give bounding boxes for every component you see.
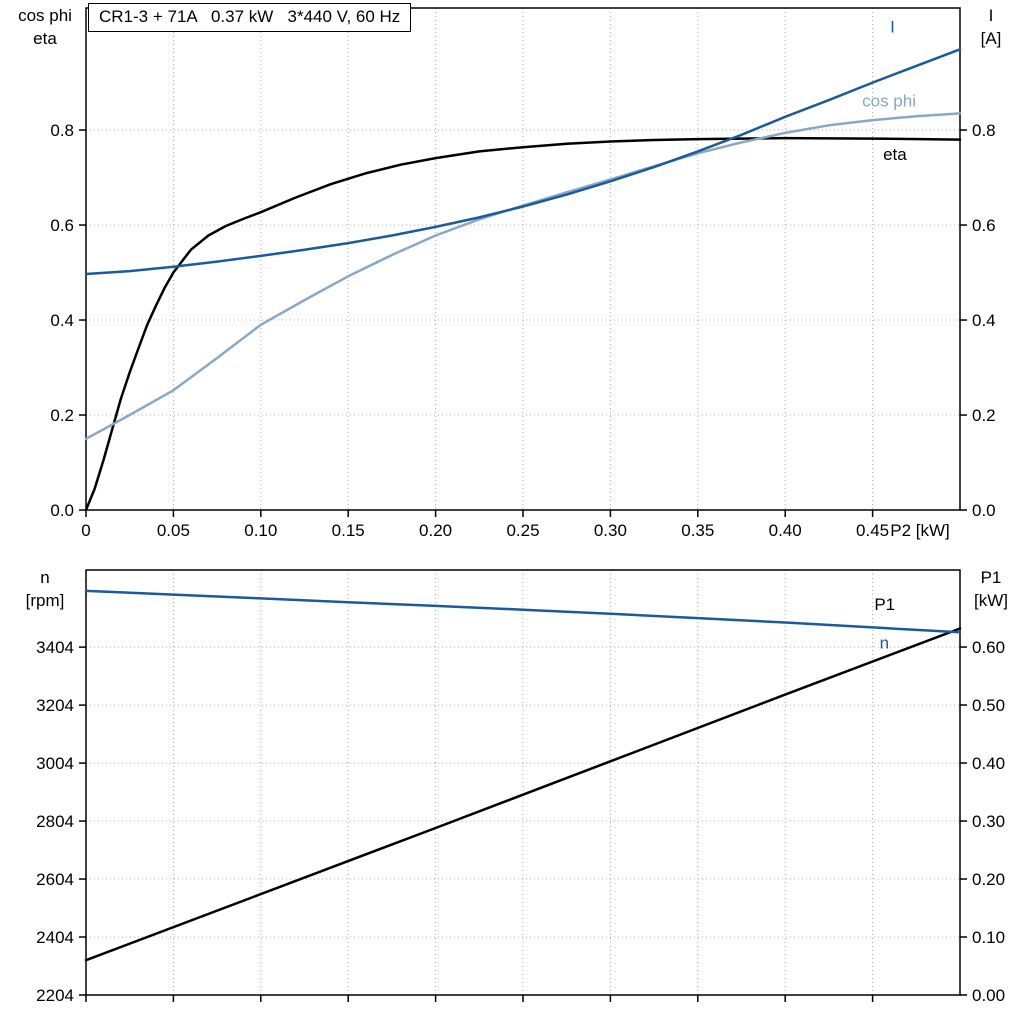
x-axis-tick-label: 0.05	[157, 521, 190, 540]
x-axis-tick-label: 0.35	[681, 521, 714, 540]
right-axis-tick-label: 0.4	[972, 311, 996, 330]
x-axis-tick-label: 0.25	[506, 521, 539, 540]
left-axis-tick-label: 3004	[36, 754, 74, 773]
left-axis-tick-label: 2404	[36, 928, 74, 947]
left-axis-tick-label: 3204	[36, 696, 74, 715]
left-axis-tick-label: 3404	[36, 638, 74, 657]
series-curve-n	[84, 589, 962, 634]
series-label-cos-phi: cos phi	[862, 91, 916, 110]
series-curve-eta	[84, 136, 962, 512]
right-axis-tick-label: 0.00	[972, 986, 1005, 1005]
right-axis-tick-label: 0.0	[972, 501, 996, 520]
series-curve-P1	[84, 627, 962, 962]
series-curve-I	[84, 48, 962, 276]
left-axis-tick-label: 0.6	[50, 216, 74, 235]
series-label-I: I	[890, 18, 895, 37]
series-label-n: n	[880, 633, 889, 652]
right-axis-tick-label: 0.40	[972, 754, 1005, 773]
right-axis-title: [A]	[981, 29, 1002, 48]
right-axis-title: [kW]	[974, 591, 1008, 610]
right-axis-title: P1	[981, 568, 1002, 587]
x-axis-tick-label: 0.15	[332, 521, 365, 540]
left-axis-tick-label: 0.8	[50, 121, 74, 140]
left-axis-title: n	[40, 568, 49, 587]
x-axis-tick-label: 0.30	[594, 521, 627, 540]
right-axis-tick-label: 0.6	[972, 216, 996, 235]
left-axis-title: [rpm]	[26, 591, 65, 610]
x-axis-tick-label: 0.40	[769, 521, 802, 540]
left-axis-title: cos phi	[18, 6, 72, 25]
right-axis-tick-label: 0.30	[972, 812, 1005, 831]
right-axis-tick-label: 0.2	[972, 406, 996, 425]
x-axis-tick-label: 0.45	[856, 521, 889, 540]
left-axis-tick-label: 2204	[36, 986, 74, 1005]
left-axis-tick-label: 0.4	[50, 311, 74, 330]
series-label-P1: P1	[874, 595, 895, 614]
chart-panel-top: 0.0 0.2 0.4 0.6 0.8 0.0 0.2 0.4 0.6 0.8 0 0.05 0.10 0…	[18, 6, 1001, 540]
chart-panel-bottom: 2204 2404 2604 2804 3004 3204 3404 0.00 0.10 0.20…	[26, 568, 1008, 1005]
series-label-eta: eta	[883, 145, 907, 164]
right-axis-tick-label: 0.60	[972, 638, 1005, 657]
right-axis-tick-label: 0.8	[972, 121, 996, 140]
right-axis-tick-label: 0.20	[972, 870, 1005, 889]
left-axis-tick-label: 0.0	[50, 501, 74, 520]
right-axis-title: I	[989, 6, 994, 25]
right-axis-tick-label: 0.50	[972, 696, 1005, 715]
x-axis-tick-label: 0.20	[419, 521, 452, 540]
x-axis-tick-label: 0.10	[244, 521, 277, 540]
right-axis-tick-label: 0.10	[972, 928, 1005, 947]
chart-title-box: CR1-3 + 71A 0.37 kW 3*440 V, 60 Hz	[88, 3, 412, 32]
left-axis-tick-label: 0.2	[50, 406, 74, 425]
x-axis-tick-label: 0	[81, 521, 90, 540]
left-axis-tick-label: 2804	[36, 812, 74, 831]
left-axis-tick-label: 2604	[36, 870, 74, 889]
x-axis-title: P2 [kW]	[890, 521, 950, 540]
plot-frame	[85, 7, 961, 511]
left-axis-title: eta	[33, 29, 57, 48]
